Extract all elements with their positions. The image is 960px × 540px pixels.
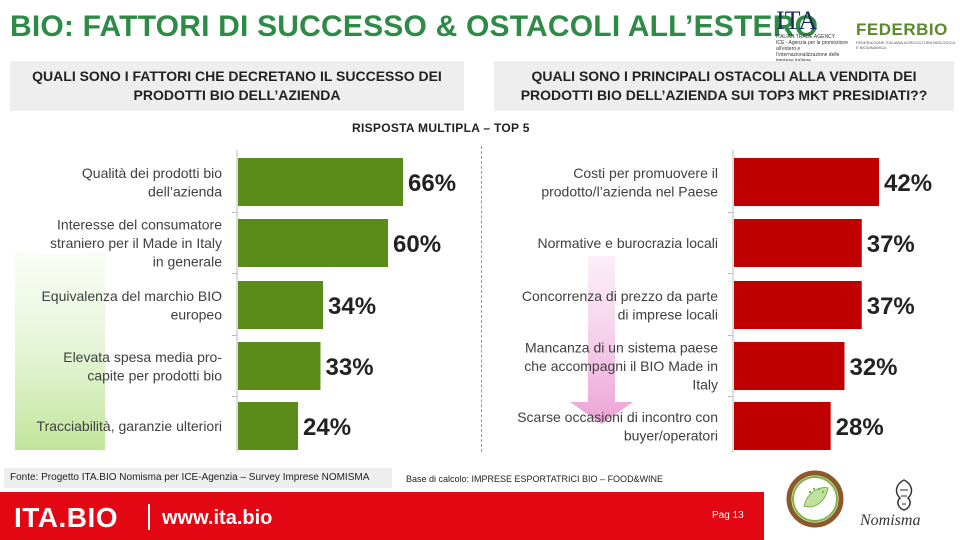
source-note: Fonte: Progetto ITA.BIO Nomisma per ICE-… bbox=[4, 468, 392, 488]
obstacle-value-label-4: 32% bbox=[849, 354, 897, 381]
success-value-label-5: 24% bbox=[303, 414, 351, 441]
ita-agency-logo: ITA ITALIAN TRADE AGENCY ICE - Agenzia p… bbox=[776, 6, 850, 65]
federbio-logo-word: FEDERBIO bbox=[856, 20, 948, 39]
chart-subtitle: RISPOSTA MULTIPLA – TOP 5 bbox=[352, 121, 530, 135]
decline-arrow-icon bbox=[570, 256, 633, 424]
obstacle-bar-2 bbox=[734, 219, 862, 267]
base-note: Base di calcolo: IMPRESE ESPORTATRICI BI… bbox=[406, 474, 664, 484]
brand-separator bbox=[148, 504, 150, 530]
growth-arrow-icon bbox=[15, 252, 105, 450]
obstacle-value-label-3: 37% bbox=[867, 293, 915, 320]
obstacle-question-box: QUALI SONO I PRINCIPALI OSTACOLI ALLA VE… bbox=[494, 61, 954, 111]
ita-logo-word: ITA bbox=[776, 6, 818, 35]
success-bar-1 bbox=[238, 158, 403, 206]
success-question-box: QUALI SONO I FATTORI CHE DECRETANO IL SU… bbox=[10, 61, 464, 111]
success-bar-4 bbox=[238, 342, 321, 390]
obstacle-bar-3 bbox=[734, 281, 862, 329]
success-bar-2 bbox=[238, 219, 388, 267]
federbio-logo-sub: FEDERAZIONE ITALIANA AGRICOLTURA BIOLOGI… bbox=[856, 40, 955, 50]
success-category-label-2: Interesse del consumatore straniero per i… bbox=[50, 217, 222, 270]
obstacle-question: QUALI SONO I PRINCIPALI OSTACOLI ALLA VE… bbox=[520, 68, 928, 103]
obstacle-category-label-5: Scarse occasioni di incontro con buyer/op… bbox=[517, 409, 718, 444]
success-value-label-1: 66% bbox=[408, 170, 456, 197]
obstacle-category-label-3: Concorrenza di prezzo da parte di imprese… bbox=[522, 288, 718, 323]
success-value-label-4: 33% bbox=[326, 354, 374, 381]
ita-logo-line1: ITALIAN TRADE AGENCY bbox=[776, 34, 835, 40]
page-number: Pag 13 bbox=[712, 510, 744, 521]
nomisma-logo-word: Nomisma bbox=[860, 512, 921, 529]
success-category-label-4: Elevata spesa media pro-capite per prodo… bbox=[63, 349, 222, 384]
success-question: QUALI SONO I FATTORI CHE DECRETANO IL SU… bbox=[32, 68, 442, 103]
eu-organic-leaf-icon bbox=[786, 470, 844, 528]
obstacle-value-label-5: 28% bbox=[836, 414, 884, 441]
ita-logo-line2: ICE - Agenzia per la promozione all’este… bbox=[776, 40, 848, 52]
success-value-label-3: 34% bbox=[328, 293, 376, 320]
obstacle-category-label-1: Costi per promuovere il prodotto/l’aziend… bbox=[541, 165, 718, 200]
obstacle-bar-1 bbox=[734, 158, 879, 206]
bar-charts: 66% Qualità dei prodotti bio dell’azienda 6… bbox=[15, 150, 932, 452]
success-bar-3 bbox=[238, 281, 323, 329]
federbio-logo: FEDERBIO FEDERAZIONE ITALIANA AGRICOLTUR… bbox=[856, 14, 956, 54]
obstacle-category-label-2: Normative e burocrazia locali bbox=[537, 235, 718, 251]
nomisma-emblem-icon bbox=[895, 479, 913, 511]
nomisma-logo: Nomisma bbox=[846, 476, 958, 536]
success-category-label-1: Qualità dei prodotti bio dell’azienda bbox=[82, 165, 222, 200]
brand-url-link[interactable]: www.ita.bio bbox=[162, 507, 273, 529]
success-value-label-2: 60% bbox=[393, 231, 441, 258]
obstacle-category-label-4: Mancanza di un sistema paese che accompag… bbox=[524, 340, 718, 393]
obstacle-value-label-2: 37% bbox=[867, 231, 915, 258]
charts-divider bbox=[481, 146, 482, 452]
success-bar-5 bbox=[238, 402, 298, 450]
obstacle-bar-5 bbox=[734, 402, 831, 450]
obstacle-value-label-1: 42% bbox=[884, 170, 932, 197]
page-title: BIO: FATTORI DI SUCCESSO & OSTACOLI ALL’… bbox=[10, 10, 819, 43]
success-category-label-5: Tracciabilità, garanzie ulteriori bbox=[37, 418, 222, 434]
brand-name: ITA.BIO bbox=[14, 502, 119, 533]
success-category-label-3: Equivalenza del marchio BIO europeo bbox=[41, 288, 222, 323]
obstacle-bar-4 bbox=[734, 342, 845, 390]
